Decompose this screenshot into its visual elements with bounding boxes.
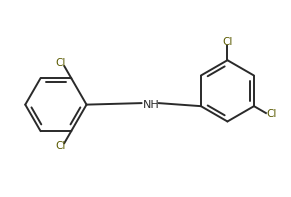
Text: Cl: Cl (55, 58, 66, 68)
Text: Cl: Cl (55, 141, 66, 151)
Text: Cl: Cl (266, 109, 276, 119)
Text: NH: NH (143, 100, 159, 110)
Text: Cl: Cl (222, 37, 233, 47)
